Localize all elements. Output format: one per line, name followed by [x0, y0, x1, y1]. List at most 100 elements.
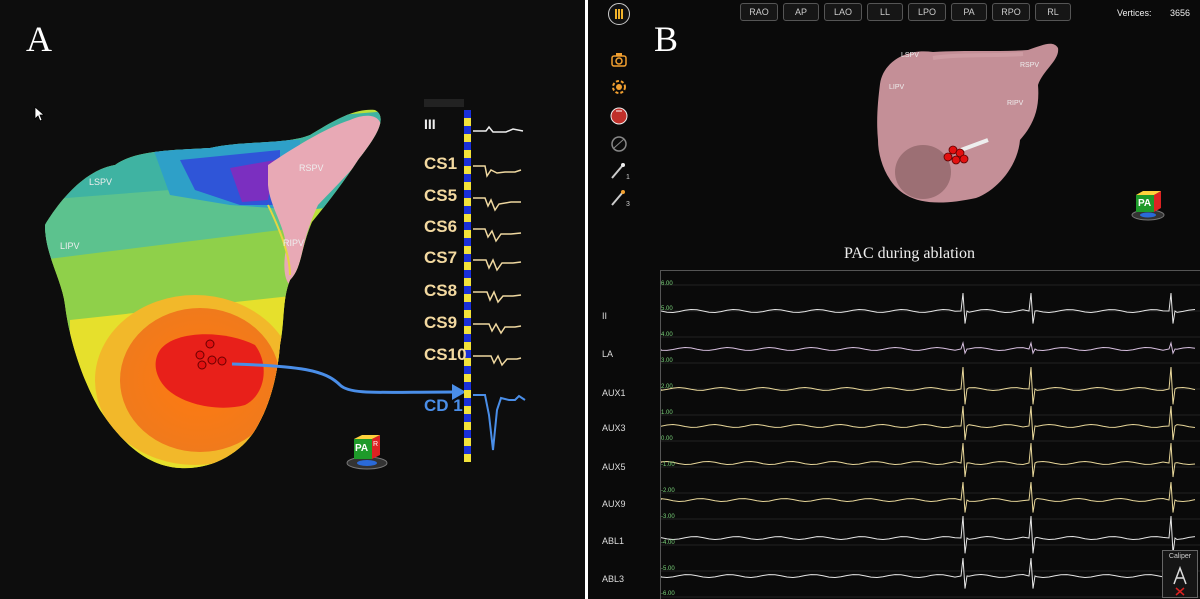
y-tick: -6.00 [661, 591, 675, 597]
vertices-value: 3656 [1170, 8, 1191, 18]
y-tick: 5.00 [661, 306, 673, 312]
orientation-cube-icon: PA R [344, 433, 390, 473]
panel-divider [585, 0, 588, 599]
y-tick: 6.00 [661, 281, 673, 287]
lipv-label: LIPV [60, 241, 80, 251]
y-tick: 0.00 [661, 436, 673, 442]
ecg-channel-aux5: AUX5 [602, 462, 626, 472]
ecg-trace-aux9 [660, 481, 1196, 513]
y-tick: -1.00 [661, 462, 675, 468]
menu-button[interactable] [608, 3, 630, 25]
anatomy-button[interactable] [608, 133, 630, 155]
ecg-trace-abl3 [660, 557, 1196, 589]
electrogram-traces [473, 125, 526, 451]
channel-label-cs9: CS9 [424, 313, 458, 332]
y-tick: -3.00 [661, 514, 675, 520]
time-marker-bar [464, 110, 471, 462]
view-button-lao[interactable]: LAO [824, 3, 862, 21]
view-button-lpo[interactable]: LPO [908, 3, 946, 21]
view-button-rao[interactable]: RAO [740, 3, 778, 21]
heart-icon [610, 107, 628, 125]
y-tick: 2.00 [661, 384, 673, 390]
egm-trace-cs10 [473, 354, 522, 367]
egm-trace-cs6 [473, 228, 522, 243]
ecg-trace-abl1 [660, 515, 1196, 554]
ecg-title: PAC during ablation [844, 245, 975, 262]
left-atrium-shell-model[interactable] [588, 0, 1200, 240]
ecg-channel-aux1: AUX1 [602, 388, 626, 398]
channel-label-cd1: CD 1 [424, 396, 463, 415]
y-tick: 3.00 [661, 358, 673, 364]
y-tick: 1.00 [661, 410, 673, 416]
channel-label-cs7: CS7 [424, 248, 458, 267]
view-button-rpo[interactable]: RPO [992, 3, 1030, 21]
ecg-channel-la: LA [602, 349, 614, 359]
ecg-channel-abl3: ABL3 [602, 574, 625, 584]
heart-map-button[interactable] [608, 105, 630, 127]
channel-label-cs5: CS5 [424, 186, 458, 205]
ecg-channel-ii: II [602, 311, 608, 321]
ablation-lesions [943, 145, 969, 165]
camera-icon [611, 53, 627, 67]
egm-trace-cd1 [473, 394, 526, 451]
cube-front-label: PA [355, 443, 369, 454]
catheter-icon [611, 190, 625, 206]
view-button-pa[interactable]: PA [951, 3, 987, 21]
egm-trace-cs8 [473, 290, 522, 304]
orientation-cube-icon[interactable]: PA [1130, 190, 1166, 222]
panel-a-activation-map: A [0, 0, 585, 599]
lspv-label: LSPV [901, 52, 919, 59]
ecg-trace-la [660, 341, 1196, 355]
ripv-label: RIPV [1007, 100, 1024, 107]
ecg-recording-panel [660, 270, 1200, 599]
panel-a-letter: A [26, 19, 52, 59]
panel-b-letter: B [654, 19, 679, 59]
mouse-cursor-icon [34, 106, 46, 122]
channel-label-cs6: CS6 [424, 217, 458, 236]
egm-header-bar [424, 99, 464, 107]
channel-label-cs8: CS8 [424, 281, 458, 300]
catheter-3-button[interactable] [608, 187, 630, 209]
catheter-icon [611, 163, 625, 179]
y-tick: 4.00 [661, 332, 673, 338]
catheter-1-button[interactable] [608, 160, 630, 182]
lipv-label: LIPV [889, 84, 905, 91]
ecg-channel-abl1: ABL1 [602, 536, 625, 546]
egm-trace-cs7 [473, 258, 522, 272]
ecg-channel-aux3: AUX3 [602, 423, 626, 433]
egm-trace-cs1 [473, 165, 522, 178]
view-button-rl[interactable]: RL [1035, 3, 1071, 21]
ecg-trace-aux1 [660, 366, 1196, 405]
egm-trace-cs9 [473, 322, 522, 335]
ripv-label: RIPV [283, 238, 305, 248]
y-tick: -5.00 [661, 566, 675, 572]
view-button-ll[interactable]: LL [867, 3, 903, 21]
ecg-trace-aux3 [660, 405, 1196, 441]
settings-button[interactable] [608, 76, 630, 98]
rspv-label: RSPV [299, 163, 324, 173]
cube-front-label: PA [1138, 198, 1152, 209]
channel-label-cs10: CS10 [424, 345, 467, 364]
y-tick: -4.00 [661, 540, 675, 546]
ecg-trace-aux5 [660, 442, 1196, 478]
y-tick: -2.00 [661, 488, 675, 494]
caliper-label: Caliper [1168, 553, 1192, 560]
ablation-lesions [195, 339, 227, 370]
ecg-channel-aux9: AUX9 [602, 499, 626, 509]
caliper-control[interactable]: Caliper [1162, 550, 1198, 598]
egm-trace-iii [473, 125, 524, 133]
ecg-trace-ii [660, 292, 1196, 324]
rspv-label: RSPV [1020, 62, 1040, 69]
lspv-label: LSPV [89, 177, 113, 187]
catheter-1-subscript: 1 [626, 174, 630, 181]
catheter-3-subscript: 3 [626, 201, 630, 208]
vertices-label: Vertices: [1117, 8, 1152, 18]
channel-label-iii: III [424, 116, 436, 132]
camera-snapshot-button[interactable] [608, 49, 630, 71]
channel-label-cs1: CS1 [424, 154, 458, 173]
ecg-traces [660, 284, 1200, 598]
caliper-icon [1173, 565, 1187, 596]
gear-icon [612, 80, 626, 94]
view-button-ap[interactable]: AP [783, 3, 819, 21]
left-atrium-activation-map [45, 109, 466, 469]
